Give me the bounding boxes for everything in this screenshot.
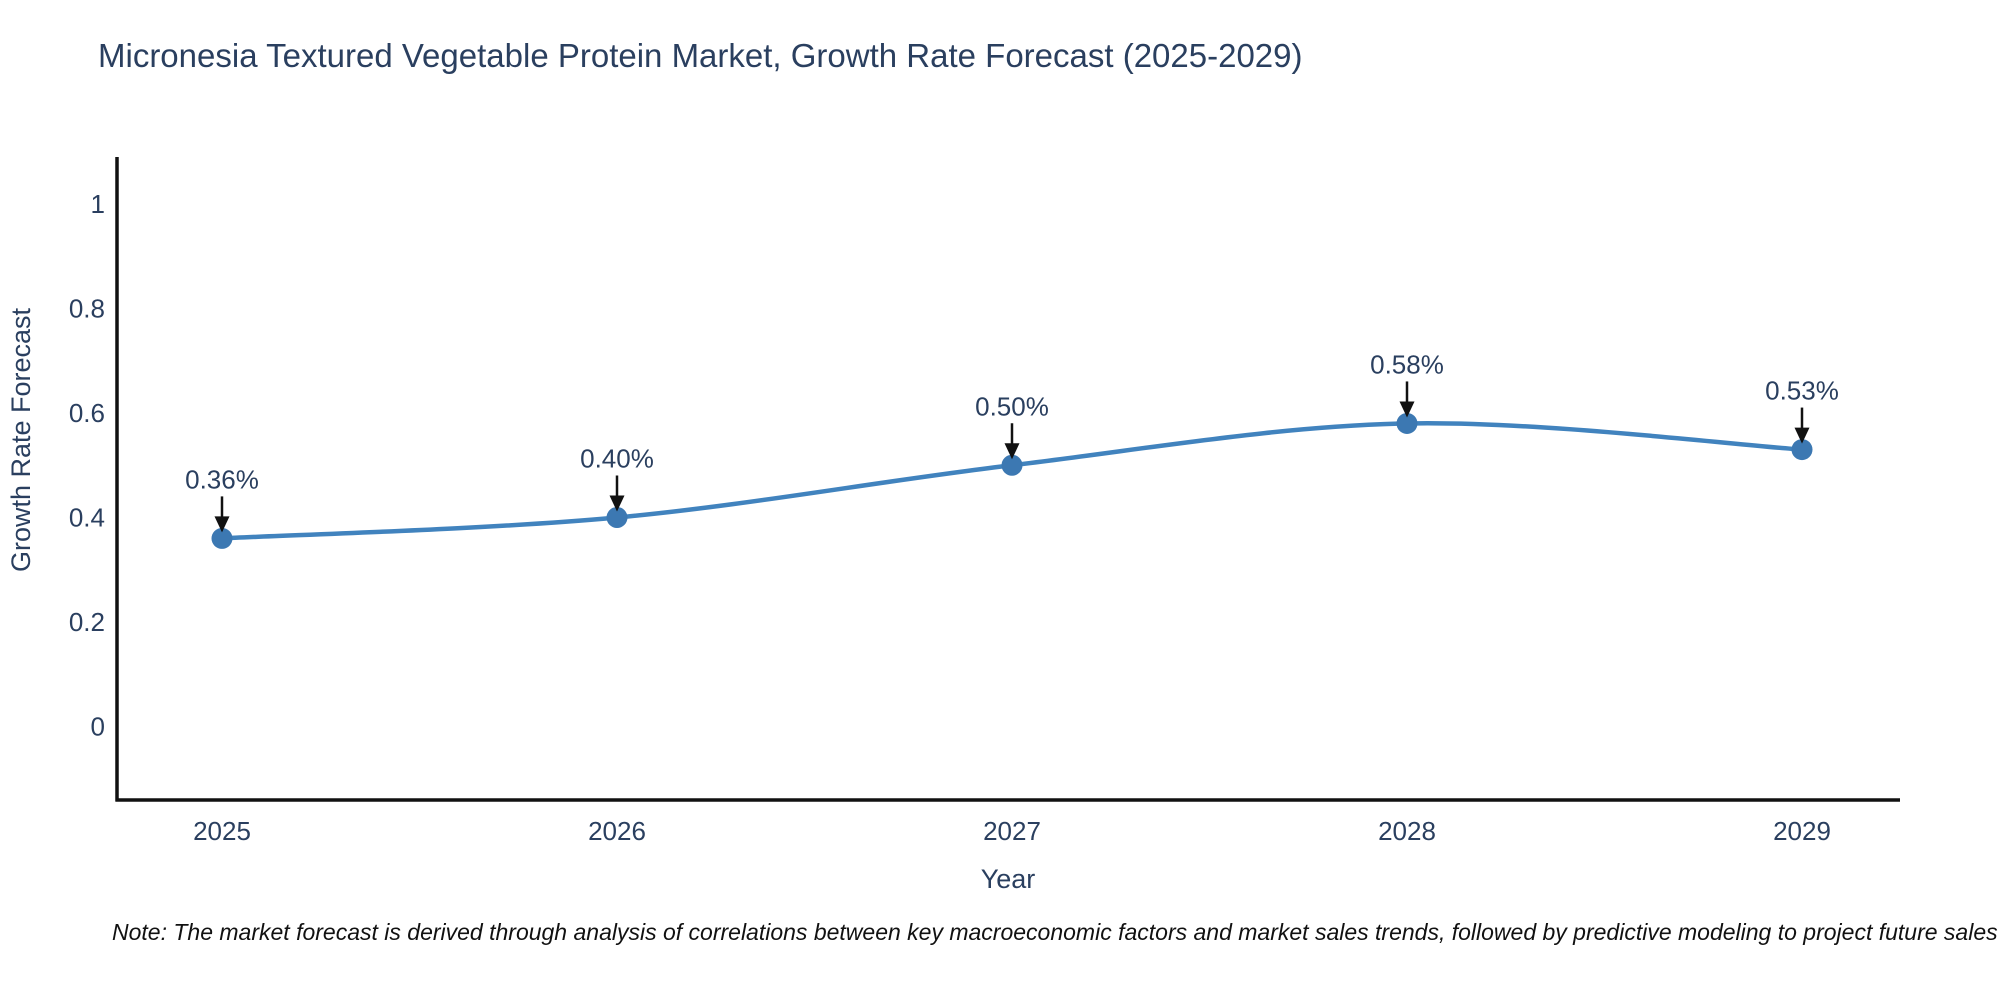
annotation-arrow-icon: [214, 516, 230, 533]
point-value-label: 0.50%: [975, 391, 1049, 421]
annotation-arrow-icon: [1794, 427, 1810, 444]
point-value-label: 0.40%: [580, 444, 654, 474]
y-tick-label: 0.6: [69, 398, 105, 428]
y-tick-label: 0.4: [69, 503, 105, 533]
y-tick-label: 0: [91, 712, 105, 742]
point-value-label: 0.58%: [1370, 349, 1444, 379]
point-value-label: 0.36%: [185, 464, 259, 494]
x-tick-label: 2029: [1773, 816, 1831, 846]
data-point-marker: [606, 507, 628, 528]
data-point-annotations: 0.36% 0.40% 0.50% 0.58% 0.53%: [185, 349, 1839, 533]
y-axis-tick-labels: 0 0.2 0.4 0.6 0.8 1: [69, 189, 105, 742]
chart-title: Micronesia Textured Vegetable Protein Ma…: [98, 37, 1303, 74]
annotation-arrow-icon: [609, 495, 625, 512]
x-tick-label: 2027: [983, 816, 1041, 846]
annotation-arrow-icon: [1399, 401, 1415, 418]
data-point-marker: [211, 527, 233, 549]
y-tick-label: 0.2: [69, 607, 105, 637]
annotation-arrow-icon: [1004, 443, 1020, 460]
data-point-markers: [211, 412, 1813, 549]
data-point-marker: [1001, 454, 1023, 476]
data-point-marker: [1791, 439, 1813, 461]
footnote: Note: The market forecast is derived thr…: [112, 919, 1998, 945]
data-point-marker: [1396, 412, 1418, 434]
point-value-label: 0.53%: [1765, 376, 1839, 406]
x-tick-label: 2026: [588, 816, 646, 846]
y-tick-label: 1: [91, 189, 105, 219]
x-tick-label: 2025: [193, 816, 251, 846]
y-tick-label: 0.8: [69, 294, 105, 324]
y-axis-title: Growth Rate Forecast: [6, 307, 36, 572]
x-axis-title: Year: [981, 864, 1036, 894]
x-tick-label: 2028: [1378, 816, 1436, 846]
x-axis-tick-labels: 2025 2026 2027 2028 2029: [193, 816, 1831, 846]
